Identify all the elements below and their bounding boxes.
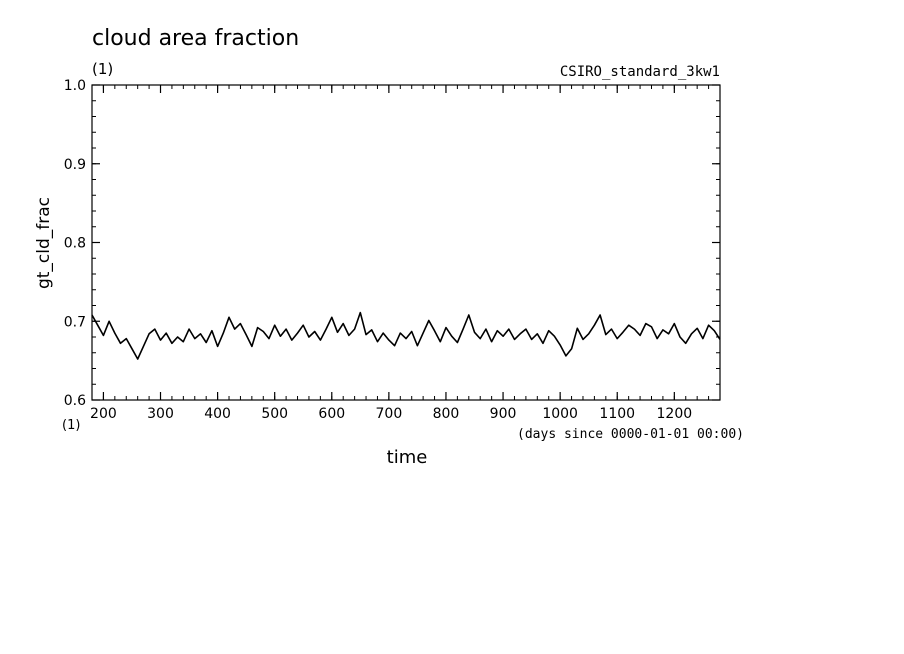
x-tick-label: 1100 — [599, 406, 635, 422]
x-tick-label: 400 — [204, 406, 231, 422]
y-axis-label: gt_cld_frac — [34, 197, 54, 289]
y-tick-label: 0.7 — [64, 314, 86, 330]
x-tick-label: 700 — [376, 406, 403, 422]
x-tick-label: 600 — [318, 406, 345, 422]
x-tick-label: 800 — [433, 406, 460, 422]
chart-title: cloud area fraction — [92, 26, 299, 51]
series-line — [91, 311, 721, 360]
x-tick-label: 1000 — [542, 406, 578, 422]
series-layer — [91, 311, 721, 360]
axes: 200 300 400 500 600 700 800 900 1000 1100 1200 0.6 0… — [64, 78, 721, 422]
x-tick-label: 300 — [147, 406, 174, 422]
y-axis-units-label: (1) — [62, 418, 80, 433]
y-tick-label: 1.0 — [64, 78, 86, 94]
x-tick-label: 900 — [490, 406, 517, 422]
x-tick-label: 200 — [90, 406, 117, 422]
dataset-label: CSIRO_standard_3kw1 — [560, 64, 720, 80]
y-tick-label: 0.8 — [64, 236, 86, 252]
y-tick-label: 0.9 — [64, 157, 86, 173]
plot-frame — [91, 84, 721, 401]
units-label: (1) — [92, 60, 113, 78]
x-axis-label: time — [387, 447, 428, 468]
x-units-label: (days since 0000-01-01 00:00) — [517, 427, 744, 442]
x-tick-label: 500 — [261, 406, 288, 422]
y-tick-label: 0.6 — [64, 393, 86, 409]
x-tick-label: 1200 — [657, 406, 693, 422]
